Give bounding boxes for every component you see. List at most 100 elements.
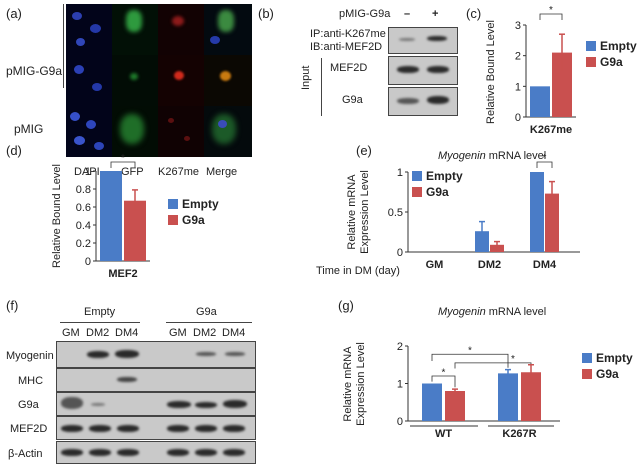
significance-star: * [543,153,547,164]
significance-bracket [431,353,509,368]
micrograph-merge-g9a [204,4,252,55]
significance-star: * [442,367,446,378]
legend-label-empty: Empty [600,39,637,53]
category-label: MEF2 [108,268,137,280]
bar-g9a [552,52,572,117]
micrograph-gfp-g9a-2 [112,55,158,106]
panel-e-title-rest: mRNA level [485,150,547,162]
panel-b-label: (b) [258,6,274,21]
significance-bracket [431,375,456,388]
panel-b-row-g9a: G9a [342,94,363,106]
y-tick-label: 1 [397,379,403,391]
legend-label-g9a: G9a [182,213,205,227]
significance-bracket [454,362,532,369]
legend-swatch-g9a [582,369,592,379]
panel-b-plus: + [432,8,439,20]
bar-empty [475,231,489,252]
panel-b-header: pMIG-G9a [339,8,391,20]
category-label: WT [435,428,452,440]
y-tick-label: 1 [397,167,403,179]
group-label-empty: Empty [84,306,116,318]
lane-label-2: DM2 [86,327,110,339]
legend-label-empty: Empty [596,351,633,365]
blot-row-label-actin: β-Actin [8,448,43,460]
legend-swatch-empty [586,41,596,51]
y-tick-label: 0.2 [76,238,91,250]
legend-swatch-empty [168,199,178,209]
y-axis-label: Relative Bound Level [51,164,63,268]
micrograph-dapi-g9a [66,4,112,55]
bar-g9a [545,193,559,252]
significance-star: * [511,354,515,365]
col-label-gfp: GFP [121,166,144,178]
panel-e-title: Myogenin mRNA level [438,150,546,162]
y-axis-label: Relative mRNAExpression Level [346,170,371,254]
panel-a-label: (a) [6,6,22,21]
legend-label-g9a: G9a [426,185,449,199]
y-tick-label: 0.6 [76,202,91,214]
legend-label-g9a: G9a [596,367,619,381]
bar-g9a [445,391,465,421]
y-tick-label: 0 [85,256,91,268]
y-tick-label: 3 [515,20,521,32]
group-line-empty [60,322,140,323]
y-axis-label: Relative Bound Level [485,20,497,124]
panel-a-row-label-g9a: pMIG-G9a [6,64,63,78]
legend-swatch-empty [412,171,422,181]
blot-f-mhc [56,368,256,392]
category-label: DM2 [478,259,501,271]
chart-g: 0 1 2 Relative mRNAExpression Level WT K267R E… [342,341,633,440]
panel-g-title: Myogenin mRNA level [438,306,546,318]
y-tick-label: 0 [397,416,403,428]
y-tick-label: 0.8 [76,184,91,196]
blot-f-g9a [56,392,256,416]
lane-label-6: DM4 [222,327,246,339]
micrograph-gfp-pmig [112,106,158,157]
micrograph-k267me-g9a-2 [158,55,204,106]
lane-label-1: GM [62,327,80,339]
col-label-dapi: DAPI [74,166,100,178]
micrograph-merge-g9a-2 [204,55,252,106]
blot-row-label-mhc: MHC [18,375,44,387]
panel-c-label: (c) [466,6,482,21]
panel-g-title-italic: Myogenin [438,306,486,318]
y-tick-label: 0.5 [388,207,403,219]
category-label: GM [426,259,444,271]
bar-empty [422,383,442,421]
bar-empty [530,172,544,252]
panel-e-title-italic: Myogenin [438,150,486,162]
panel-b-input-label: Input [300,65,312,90]
chart-c: 0 1 2 3 Relative Bound Level K267me Empty G9a * [485,5,637,136]
col-label-merge: Merge [206,166,238,178]
y-tick-label: 1 [515,81,521,93]
y-tick-label: 1 [85,166,91,178]
blot-row-label-myogenin: Myogenin [6,350,54,362]
bar-empty [530,86,550,117]
micrograph-dapi-g9a-2 [66,55,112,106]
panel-b-minus: – [404,8,411,20]
legend-swatch-g9a [168,215,178,225]
significance-bracket [110,161,136,168]
bar-g9a [490,244,504,252]
y-tick-label: 0 [397,247,403,259]
blot-input-g9a [388,87,458,116]
significance-bracket [536,161,553,168]
panel-a-bracket [63,4,64,88]
y-tick-label: 0.4 [76,220,91,232]
micrograph-gfp-g9a [112,4,158,55]
significance-star: * [468,346,472,357]
category-label: K267me [530,124,572,136]
panel-g-title-rest: mRNA level [485,306,547,318]
panel-e-label: (e) [356,143,372,158]
microscopy-grid [66,4,252,157]
panel-b-ip-line2: IB:anti-MEF2D [310,41,383,53]
micrograph-dapi-pmig [66,106,112,157]
lane-label-4: GM [169,327,187,339]
blot-row-label-g9a: G9a [18,399,39,411]
panel-d-label: (d) [6,143,22,158]
blot-f-mef2d [56,416,256,440]
micrograph-k267me-g9a [158,4,204,55]
category-label: K267R [502,428,536,440]
legend-label-empty: Empty [182,197,219,211]
lane-label-5: DM2 [193,327,217,339]
